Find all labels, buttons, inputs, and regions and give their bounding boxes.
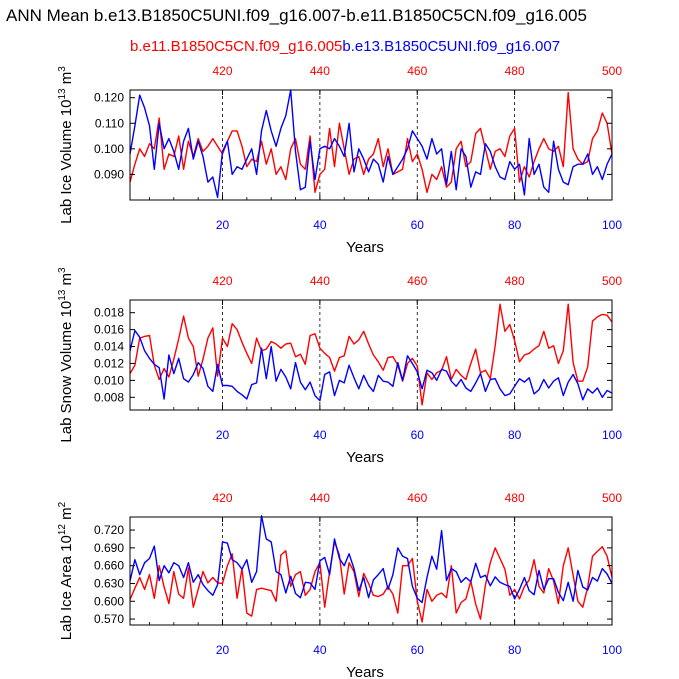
top-x-tick-label: 420 [212,274,232,288]
top-x-tick-label: 500 [602,64,622,78]
y-axis-title-ylabel: Lab Ice Area 10 [58,535,75,640]
series-line-blue [129,89,613,199]
series-line-red [129,303,613,406]
top-x-tick-label: 420 [212,64,232,78]
y-axis-title-ylabel-exp: 13 [57,289,68,301]
x-tick-label: 40 [313,643,327,657]
x-axis-title: Years [346,449,384,466]
x-tick-label: 60 [411,218,425,232]
top-x-tick-label: 440 [310,274,330,288]
y-tick-label: 0.008 [94,390,124,404]
y-axis-title-ylabel: Lab Snow Volume 10 [58,301,75,443]
top-x-tick-label: 460 [407,491,427,505]
y-axis-title: Lab Ice Area 1012 m2 [57,501,75,640]
plot-frame [129,299,613,411]
y-tick-label: 0.720 [94,523,124,537]
y-tick-label: 0.120 [94,91,124,105]
chart-panel-2: 20 40 60 80 100 420 440 460 480 500 0.008 0.010 0.01… [57,267,622,466]
series-line-blue [129,515,613,604]
y-tick-label: 0.010 [94,373,124,387]
x-tick-label: 40 [313,428,327,442]
y-tick-label: 0.110 [95,116,124,130]
x-tick-label: 80 [508,428,522,442]
y-axis-title-ylabel-unit: m [58,72,75,89]
y-axis-title-ylabel-unit-exp: 2 [57,501,68,507]
series-line-blue [129,329,613,402]
x-tick-label: 80 [508,643,522,657]
y-tick-label: 0.570 [94,612,124,626]
top-x-tick-label: 500 [602,491,622,505]
chart-panel-1: 20 40 60 80 100 420 440 460 480 500 0.090 0.100 0.11… [57,64,622,256]
top-x-tick-label: 460 [407,274,427,288]
series-line-red [129,91,613,194]
y-tick-label: 0.012 [94,356,124,370]
legend-red-series: b.e11.B1850C5CN.f09_g16.005 [130,38,343,55]
y-axis-title-ylabel-unit-exp: 3 [57,66,68,72]
y-axis-title-ylabel-exp: 12 [57,524,68,536]
y-axis-title-ylabel-unit: m [58,273,75,290]
x-tick-label: 100 [602,643,622,657]
y-tick-label: 0.630 [94,576,124,590]
top-x-tick-label: 480 [505,274,525,288]
x-tick-label: 80 [508,218,522,232]
y-tick-label: 0.100 [94,142,124,156]
top-x-tick-label: 440 [310,491,330,505]
x-tick-label: 100 [602,428,622,442]
x-tick-label: 20 [216,428,230,442]
plot-frame [129,89,613,201]
y-axis-title-ylabel-exp: 13 [57,88,68,100]
y-axis-title-ylabel-unit-exp: 3 [57,267,68,273]
x-axis-title: Years [346,664,384,679]
top-x-tick-label: 440 [310,64,330,78]
x-tick-label: 100 [602,218,622,232]
legend: b.e11.B1850C5CN.f09_g16.005b.e13.B1850C5… [130,38,560,55]
y-tick-label: 0.090 [94,167,124,181]
x-tick-label: 20 [216,643,230,657]
y-axis-title: Lab Ice Volume 1013 m3 [57,66,75,224]
legend-blue-series: b.e13.B1850C5UNI.f09_g16.007 [342,38,561,55]
y-tick-label: 0.018 [94,306,124,320]
plot-frame [129,516,613,626]
x-tick-label: 20 [216,218,230,232]
y-tick-label: 0.600 [94,594,124,608]
top-x-tick-label: 500 [602,274,622,288]
x-tick-label: 60 [411,643,425,657]
top-x-tick-label: 480 [505,64,525,78]
y-tick-label: 0.660 [94,559,124,573]
y-axis-title-ylabel: Lab Ice Volume 10 [58,100,75,224]
top-x-tick-label: 480 [505,491,525,505]
figure-title: ANN Mean b.e13.B1850C5UNI.f09_g16.007-b.… [6,6,587,25]
y-tick-label: 0.016 [94,323,124,337]
y-axis-title: Lab Snow Volume 1013 m3 [57,267,75,443]
y-axis-title-ylabel-unit: m [58,507,75,524]
top-x-tick-label: 420 [212,491,232,505]
y-tick-label: 0.014 [94,340,124,354]
chart-panel-3: 20 40 60 80 100 420 440 460 480 500 0.570 0.600 0.63… [57,491,622,679]
x-axis-title: Years [346,239,384,256]
x-tick-label: 60 [411,428,425,442]
y-tick-label: 0.690 [94,541,124,555]
x-tick-label: 40 [313,218,327,232]
top-x-tick-label: 460 [407,64,427,78]
